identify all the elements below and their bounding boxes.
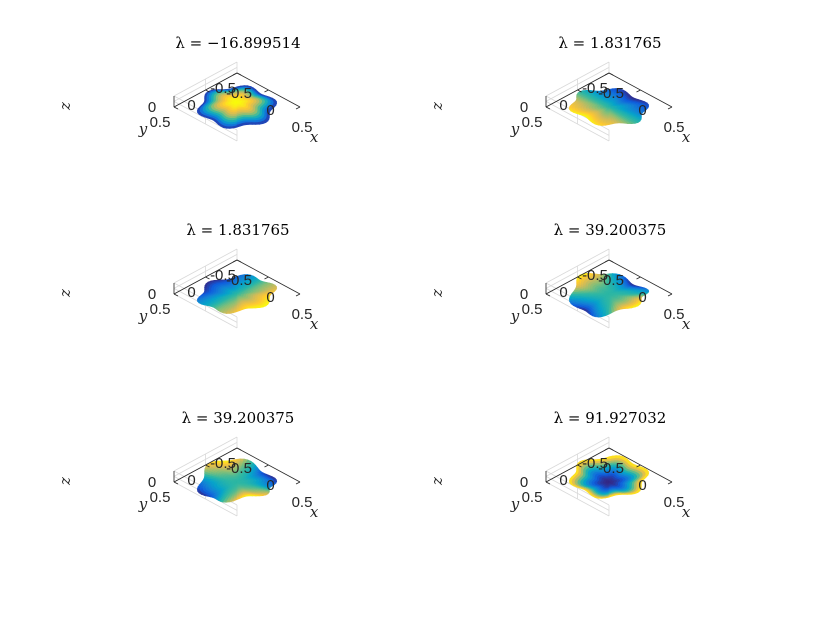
x-tick-mark	[233, 260, 237, 262]
y-tick-label: 0	[559, 284, 567, 301]
y-tick-label: 0	[187, 284, 195, 301]
surface-patch	[245, 481, 248, 482]
y-tick-label: -0.5	[210, 80, 236, 97]
y-tick-label: -0.5	[210, 267, 236, 284]
x-axis-label: x	[310, 128, 319, 146]
x-tick-mark	[637, 277, 641, 279]
y-tick-mark	[237, 260, 241, 262]
y-tick-mark	[174, 294, 178, 296]
surface-patch	[237, 124, 240, 127]
x-tick-label: 0	[638, 289, 646, 306]
x-tick-mark	[296, 294, 300, 296]
y-tick-mark	[174, 107, 178, 109]
y-axis-label: y	[138, 307, 148, 325]
x-axis-label: x	[682, 128, 691, 146]
z-tick-label: 0	[148, 99, 156, 116]
surface-patch	[620, 292, 623, 293]
x-tick-mark	[668, 294, 672, 296]
x-axis-label: x	[682, 315, 691, 333]
surface-patch	[617, 106, 620, 107]
y-tick-label: 0.5	[522, 114, 543, 131]
surface-patch	[623, 106, 626, 107]
y-tick-mark	[609, 260, 613, 262]
y-tick-label: 0	[559, 97, 567, 114]
surface-patch	[243, 481, 246, 482]
y-axis-label: y	[510, 307, 520, 325]
x-tick-label: 0	[266, 102, 274, 119]
y-tick-label: -0.5	[582, 267, 608, 284]
x-axis-label: x	[310, 315, 319, 333]
x-tick-mark	[296, 107, 300, 109]
x-tick-mark	[605, 73, 609, 75]
surface-patch	[623, 292, 626, 293]
x-tick-label: 0	[638, 102, 646, 119]
z-tick-label: 0	[520, 286, 528, 303]
surface-patch	[617, 293, 620, 294]
y-tick-label: -0.5	[582, 80, 608, 97]
y-axis-label: y	[138, 120, 148, 138]
surface-patch	[248, 480, 251, 481]
y-tick-label: 0.5	[522, 301, 543, 318]
x-tick-mark	[233, 73, 237, 75]
z-tick-label: 0	[148, 286, 156, 303]
y-tick-label: 0	[187, 97, 195, 114]
x-tick-mark	[668, 107, 672, 109]
z-axis-label: z	[56, 289, 74, 298]
subplot-title: λ = −16.899514	[175, 34, 300, 52]
x-tick-label: 0	[266, 289, 274, 306]
z-axis-label: z	[56, 102, 74, 111]
x-tick-mark	[637, 90, 641, 92]
x-tick-mark	[265, 90, 269, 92]
y-tick-label: 0.5	[150, 114, 171, 131]
surface-patch	[251, 291, 254, 292]
surface-patch	[620, 106, 623, 107]
subplot-title: λ = 39.200375	[554, 221, 667, 239]
z-axis-label: z	[428, 102, 446, 111]
subplot-title: λ = 39.200375	[182, 409, 295, 427]
surface-patch	[609, 123, 612, 125]
y-tick-mark	[206, 277, 210, 279]
y-tick-mark	[609, 73, 613, 75]
z-tick-label: 0	[520, 99, 528, 116]
y-tick-label: 0.5	[150, 301, 171, 318]
y-axis-label: y	[510, 120, 520, 138]
x-tick-mark	[265, 277, 269, 279]
subplot-title: λ = 1.831765	[186, 221, 289, 239]
y-tick-mark	[546, 107, 550, 109]
x-tick-mark	[605, 260, 609, 262]
y-tick-mark	[237, 73, 241, 75]
subplot-title: λ = 1.831765	[558, 34, 661, 52]
y-tick-mark	[546, 294, 550, 296]
z-axis-label: z	[428, 289, 446, 298]
